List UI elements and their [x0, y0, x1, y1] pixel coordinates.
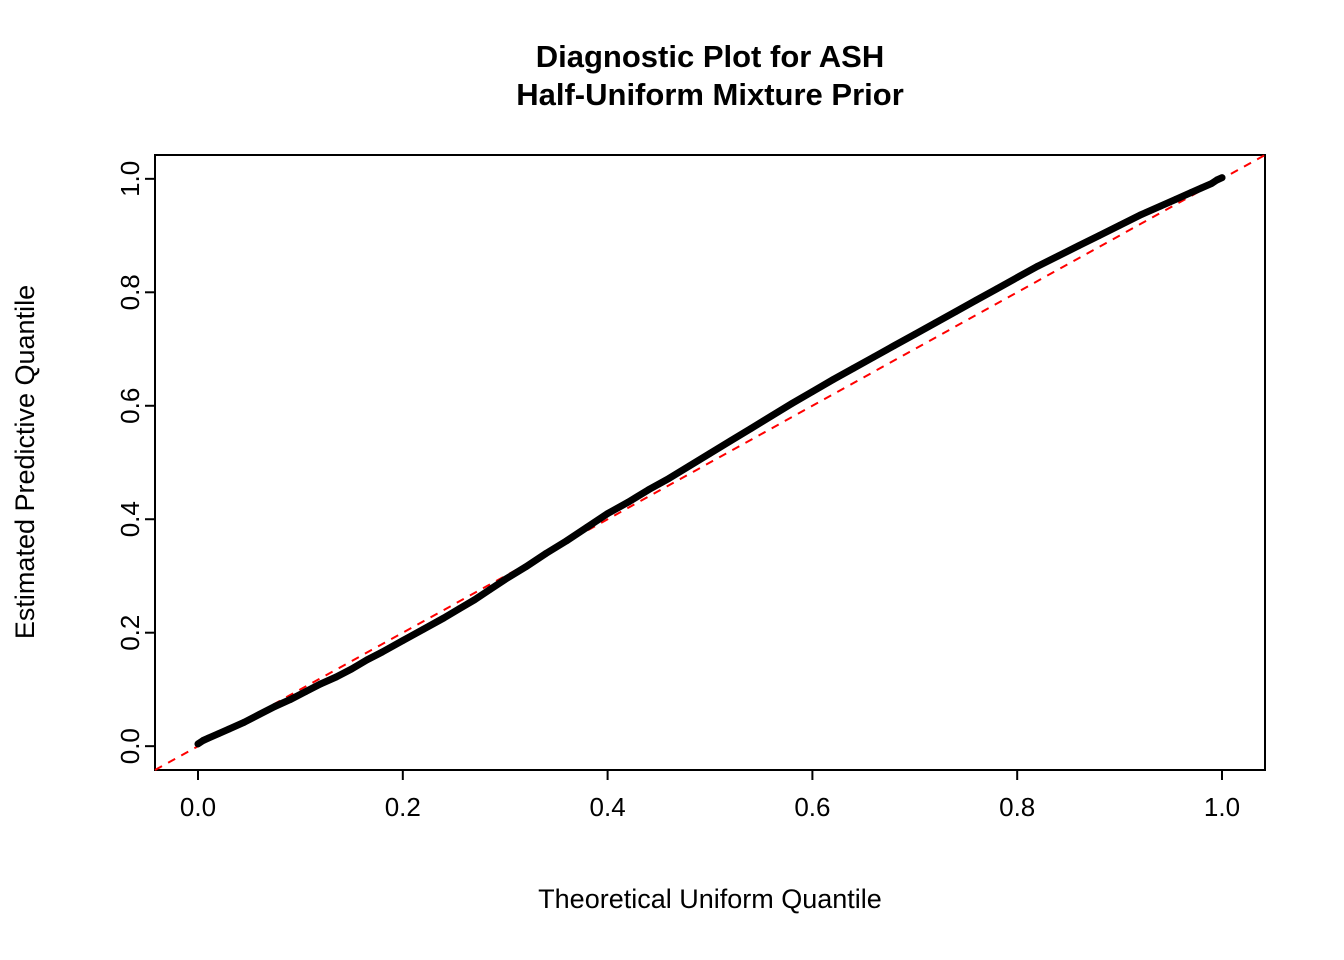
plot-frame — [154, 154, 1266, 771]
qq-point — [809, 388, 816, 395]
qq-point — [645, 486, 652, 494]
x-tick-label: 0.6 — [794, 792, 830, 822]
qq-point — [215, 730, 222, 738]
plot-title-line1: Diagnostic Plot for ASH — [535, 39, 885, 74]
identity-reference-line — [154, 154, 1266, 771]
qq-point — [204, 734, 212, 742]
qq-point — [788, 400, 796, 407]
y-tick-label: 1.0 — [115, 161, 145, 197]
qq-point — [225, 725, 233, 733]
qq-point — [890, 342, 898, 349]
qq-point — [522, 563, 530, 571]
y-tick-label: 0.0 — [115, 728, 145, 764]
qq-point — [1075, 242, 1082, 250]
qq-point — [332, 673, 340, 681]
x-tick-label: 0.4 — [590, 792, 626, 822]
qq-point — [952, 308, 960, 315]
qq-point — [419, 625, 427, 633]
qq-point — [378, 648, 386, 656]
qq-point — [471, 596, 478, 604]
qq-point — [604, 510, 611, 517]
qq-point — [1136, 211, 1144, 219]
qq-point — [240, 718, 248, 726]
qq-point — [1213, 176, 1221, 184]
plot-title: Diagnostic Plot for ASH Half-Uniform Mix… — [155, 38, 1265, 114]
qq-point — [501, 576, 509, 583]
qq-point — [563, 537, 570, 545]
qq-point — [911, 330, 919, 338]
qq-point — [931, 319, 939, 327]
qq-point — [1116, 222, 1123, 229]
qq-point — [686, 462, 693, 470]
qq-point — [829, 376, 837, 384]
x-tick-label: 0.8 — [999, 792, 1035, 822]
qq-point — [199, 737, 207, 744]
qq-point — [1157, 202, 1164, 210]
y-tick-label: 0.4 — [115, 501, 145, 537]
qq-point — [486, 586, 494, 593]
qq-point — [1172, 195, 1180, 203]
y-tick-label: 0.8 — [115, 274, 145, 310]
x-tick-label: 1.0 — [1204, 792, 1240, 822]
qq-point — [1208, 180, 1216, 187]
qq-point — [455, 605, 463, 613]
plot-title-line2: Half-Uniform Mixture Prior — [516, 77, 904, 112]
qq-point — [256, 711, 263, 718]
qq-point — [870, 353, 878, 361]
qq-point — [624, 498, 632, 506]
qq-point — [440, 614, 448, 622]
qq-point — [706, 450, 714, 457]
x-axis-label: Theoretical Uniform Quantile — [538, 884, 882, 914]
qq-point — [542, 549, 550, 557]
qq-point — [747, 425, 755, 432]
qq-point — [348, 665, 355, 673]
qq-point — [1034, 262, 1042, 270]
qq-point — [363, 656, 371, 664]
qq-point — [302, 688, 309, 696]
qq-point — [1187, 189, 1195, 196]
qq-point — [850, 364, 857, 372]
qq-point — [1095, 232, 1103, 240]
x-tick-label: 0.2 — [385, 792, 421, 822]
x-tick-label: 0.0 — [180, 792, 216, 822]
plot-dynamic-layer: 0.0 0.2 0.4 0.6 0.8 1.0 0.0 0.2 0.4 0.6 0.8 1.0 — [115, 154, 1266, 822]
qq-point — [1198, 184, 1205, 192]
y-tick-label: 0.2 — [115, 615, 145, 651]
qq-point — [194, 740, 202, 748]
qq-point — [1218, 174, 1226, 182]
qq-point — [399, 637, 407, 644]
qq-point-curve — [194, 174, 1226, 748]
qq-point — [1054, 252, 1062, 260]
qq-point — [993, 285, 1001, 293]
y-axis-label: Estimated Predictive Quantile — [10, 285, 40, 639]
qq-point — [583, 523, 591, 531]
qq-point — [286, 696, 294, 703]
qq-point — [665, 475, 673, 482]
qq-point — [271, 703, 279, 710]
qq-point — [972, 296, 980, 304]
y-tick-label: 0.6 — [115, 388, 145, 424]
qq-point — [1013, 274, 1021, 281]
qq-point — [727, 437, 734, 445]
qq-point — [317, 680, 325, 688]
qq-point — [768, 412, 775, 420]
